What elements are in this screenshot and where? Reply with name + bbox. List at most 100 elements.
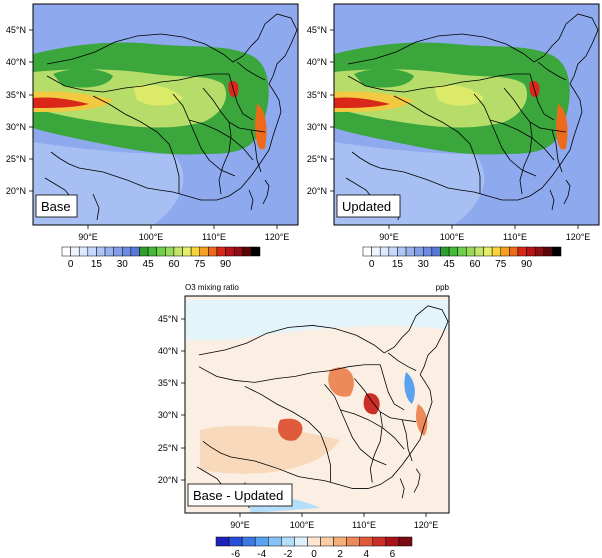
colorbar-label: 75 [495, 259, 507, 270]
colorbar-label: 6 [390, 549, 396, 558]
colorbar-swatch [405, 246, 415, 257]
colorbar-swatch [543, 246, 553, 257]
lon-label: 120°E [566, 232, 591, 242]
colorbar-swatch [534, 246, 545, 257]
lon-labels-base: 90°E 100°E 110°E 120°E [78, 232, 289, 242]
colorbar-swatch [362, 246, 372, 257]
colorbar-label: 15 [392, 259, 404, 270]
lat-label: 40°N [6, 57, 26, 67]
colorbar-swatch [242, 246, 252, 257]
colorbar-swatch [372, 536, 387, 547]
colorbar-swatch [96, 246, 106, 257]
colorbar-label: 90 [220, 259, 232, 270]
lon-label: 90°E [230, 520, 250, 530]
lat-label: 35°N [158, 378, 178, 388]
units-label: ppb [436, 283, 450, 292]
colorbar-swatch [517, 246, 527, 257]
colorbar-label: -6 [231, 549, 240, 558]
colorbar-swatch [147, 246, 157, 257]
lat-label: 30°N [307, 122, 327, 132]
colorbar-swatch [457, 246, 467, 257]
colorbar-swatch [113, 246, 123, 257]
colorbar-swatch [241, 536, 256, 547]
colorbar-label: 45 [143, 259, 155, 270]
colorbar-swatch [371, 246, 381, 257]
colorbar-label: -4 [257, 549, 266, 558]
lat-label: 35°N [6, 90, 26, 100]
colorbar-label: 0 [311, 549, 317, 558]
variable-title: O3 mixing ratio [185, 283, 239, 292]
map-panel-difference [185, 296, 449, 513]
colorbar-swatch [104, 246, 114, 257]
colorbar-swatch [346, 536, 360, 547]
colorbar-swatch [251, 246, 261, 257]
colorbar-swatch [423, 246, 433, 257]
colorbar-label: 90 [521, 259, 533, 270]
lat-label: 20°N [6, 186, 26, 196]
colorbar-swatch [208, 246, 218, 257]
lat-label: 40°N [158, 346, 178, 356]
colorbar-swatch [483, 246, 493, 257]
colorbar-label: 0 [68, 259, 74, 270]
colorbar-swatch [320, 536, 334, 547]
lat-label: 45°N [307, 25, 327, 35]
colorbar-swatch [294, 536, 308, 547]
map-panel-updated [334, 4, 599, 225]
colorbar-swatch [281, 536, 295, 547]
lat-label: 30°N [158, 410, 178, 420]
colorbar-swatch [156, 246, 166, 257]
colorbar-swatch [431, 246, 441, 257]
colorbar-swatch [474, 246, 484, 257]
colorbar-difference: -6 -4 -2 0 2 4 6 [215, 536, 413, 558]
panel-label-text: Base [41, 199, 71, 214]
colorbar-swatch [233, 246, 244, 257]
colorbar-swatch [199, 246, 209, 257]
colorbar-swatch [388, 246, 398, 257]
colorbar-swatch [87, 246, 97, 257]
colorbar-label: 30 [418, 259, 430, 270]
lat-label: 30°N [6, 122, 26, 132]
lon-label: 120°E [265, 232, 290, 242]
colorbar-swatch [491, 246, 501, 257]
lat-label: 25°N [307, 154, 327, 164]
lon-label: 110°E [202, 232, 226, 242]
colorbar-swatch [122, 246, 132, 257]
colorbar-label: 15 [91, 259, 103, 270]
panel-label-text: Updated [342, 199, 391, 214]
colorbar-swatch [333, 536, 347, 547]
panel-label-updated: Updated [336, 194, 401, 218]
colorbar-swatch [78, 246, 89, 257]
colorbar-label: 2 [337, 549, 343, 558]
lat-label: 20°N [307, 186, 327, 196]
lat-label: 25°N [158, 443, 178, 453]
colorbar-swatch [509, 246, 519, 257]
lat-label: 25°N [6, 154, 26, 164]
colorbar-swatch [552, 246, 562, 257]
colorbar-swatch [165, 246, 175, 257]
lat-label: 35°N [307, 90, 327, 100]
colorbar-swatch [466, 246, 476, 257]
colorbar-label: 4 [363, 549, 369, 558]
lon-label: 110°E [503, 232, 527, 242]
colorbar-swatch [216, 246, 226, 257]
colorbar-swatch [139, 246, 149, 257]
colorbar-swatch [379, 246, 390, 257]
lon-label: 90°E [78, 232, 98, 242]
lon-label: 100°E [290, 520, 315, 530]
colorbar-swatch [440, 246, 450, 257]
lat-labels-updated: 45°N 40°N 35°N 30°N 25°N 20°N [307, 25, 327, 196]
lat-label: 40°N [307, 57, 327, 67]
colorbar-swatch [70, 246, 80, 257]
panel-label-base: Base [35, 194, 78, 218]
colorbar-swatch [228, 536, 243, 547]
colorbar-swatch [526, 246, 536, 257]
colorbar-swatch [130, 246, 140, 257]
colorbar-swatch [173, 246, 183, 257]
colorbar-swatch [182, 246, 192, 257]
lat-label: 45°N [158, 314, 178, 324]
colorbar-label: 0 [369, 259, 375, 270]
colorbar-swatch [268, 536, 282, 547]
lon-label: 110°E [352, 520, 376, 530]
colorbar-label: 30 [117, 259, 129, 270]
lon-labels-updated: 90°E 100°E 110°E 120°E [379, 232, 590, 242]
